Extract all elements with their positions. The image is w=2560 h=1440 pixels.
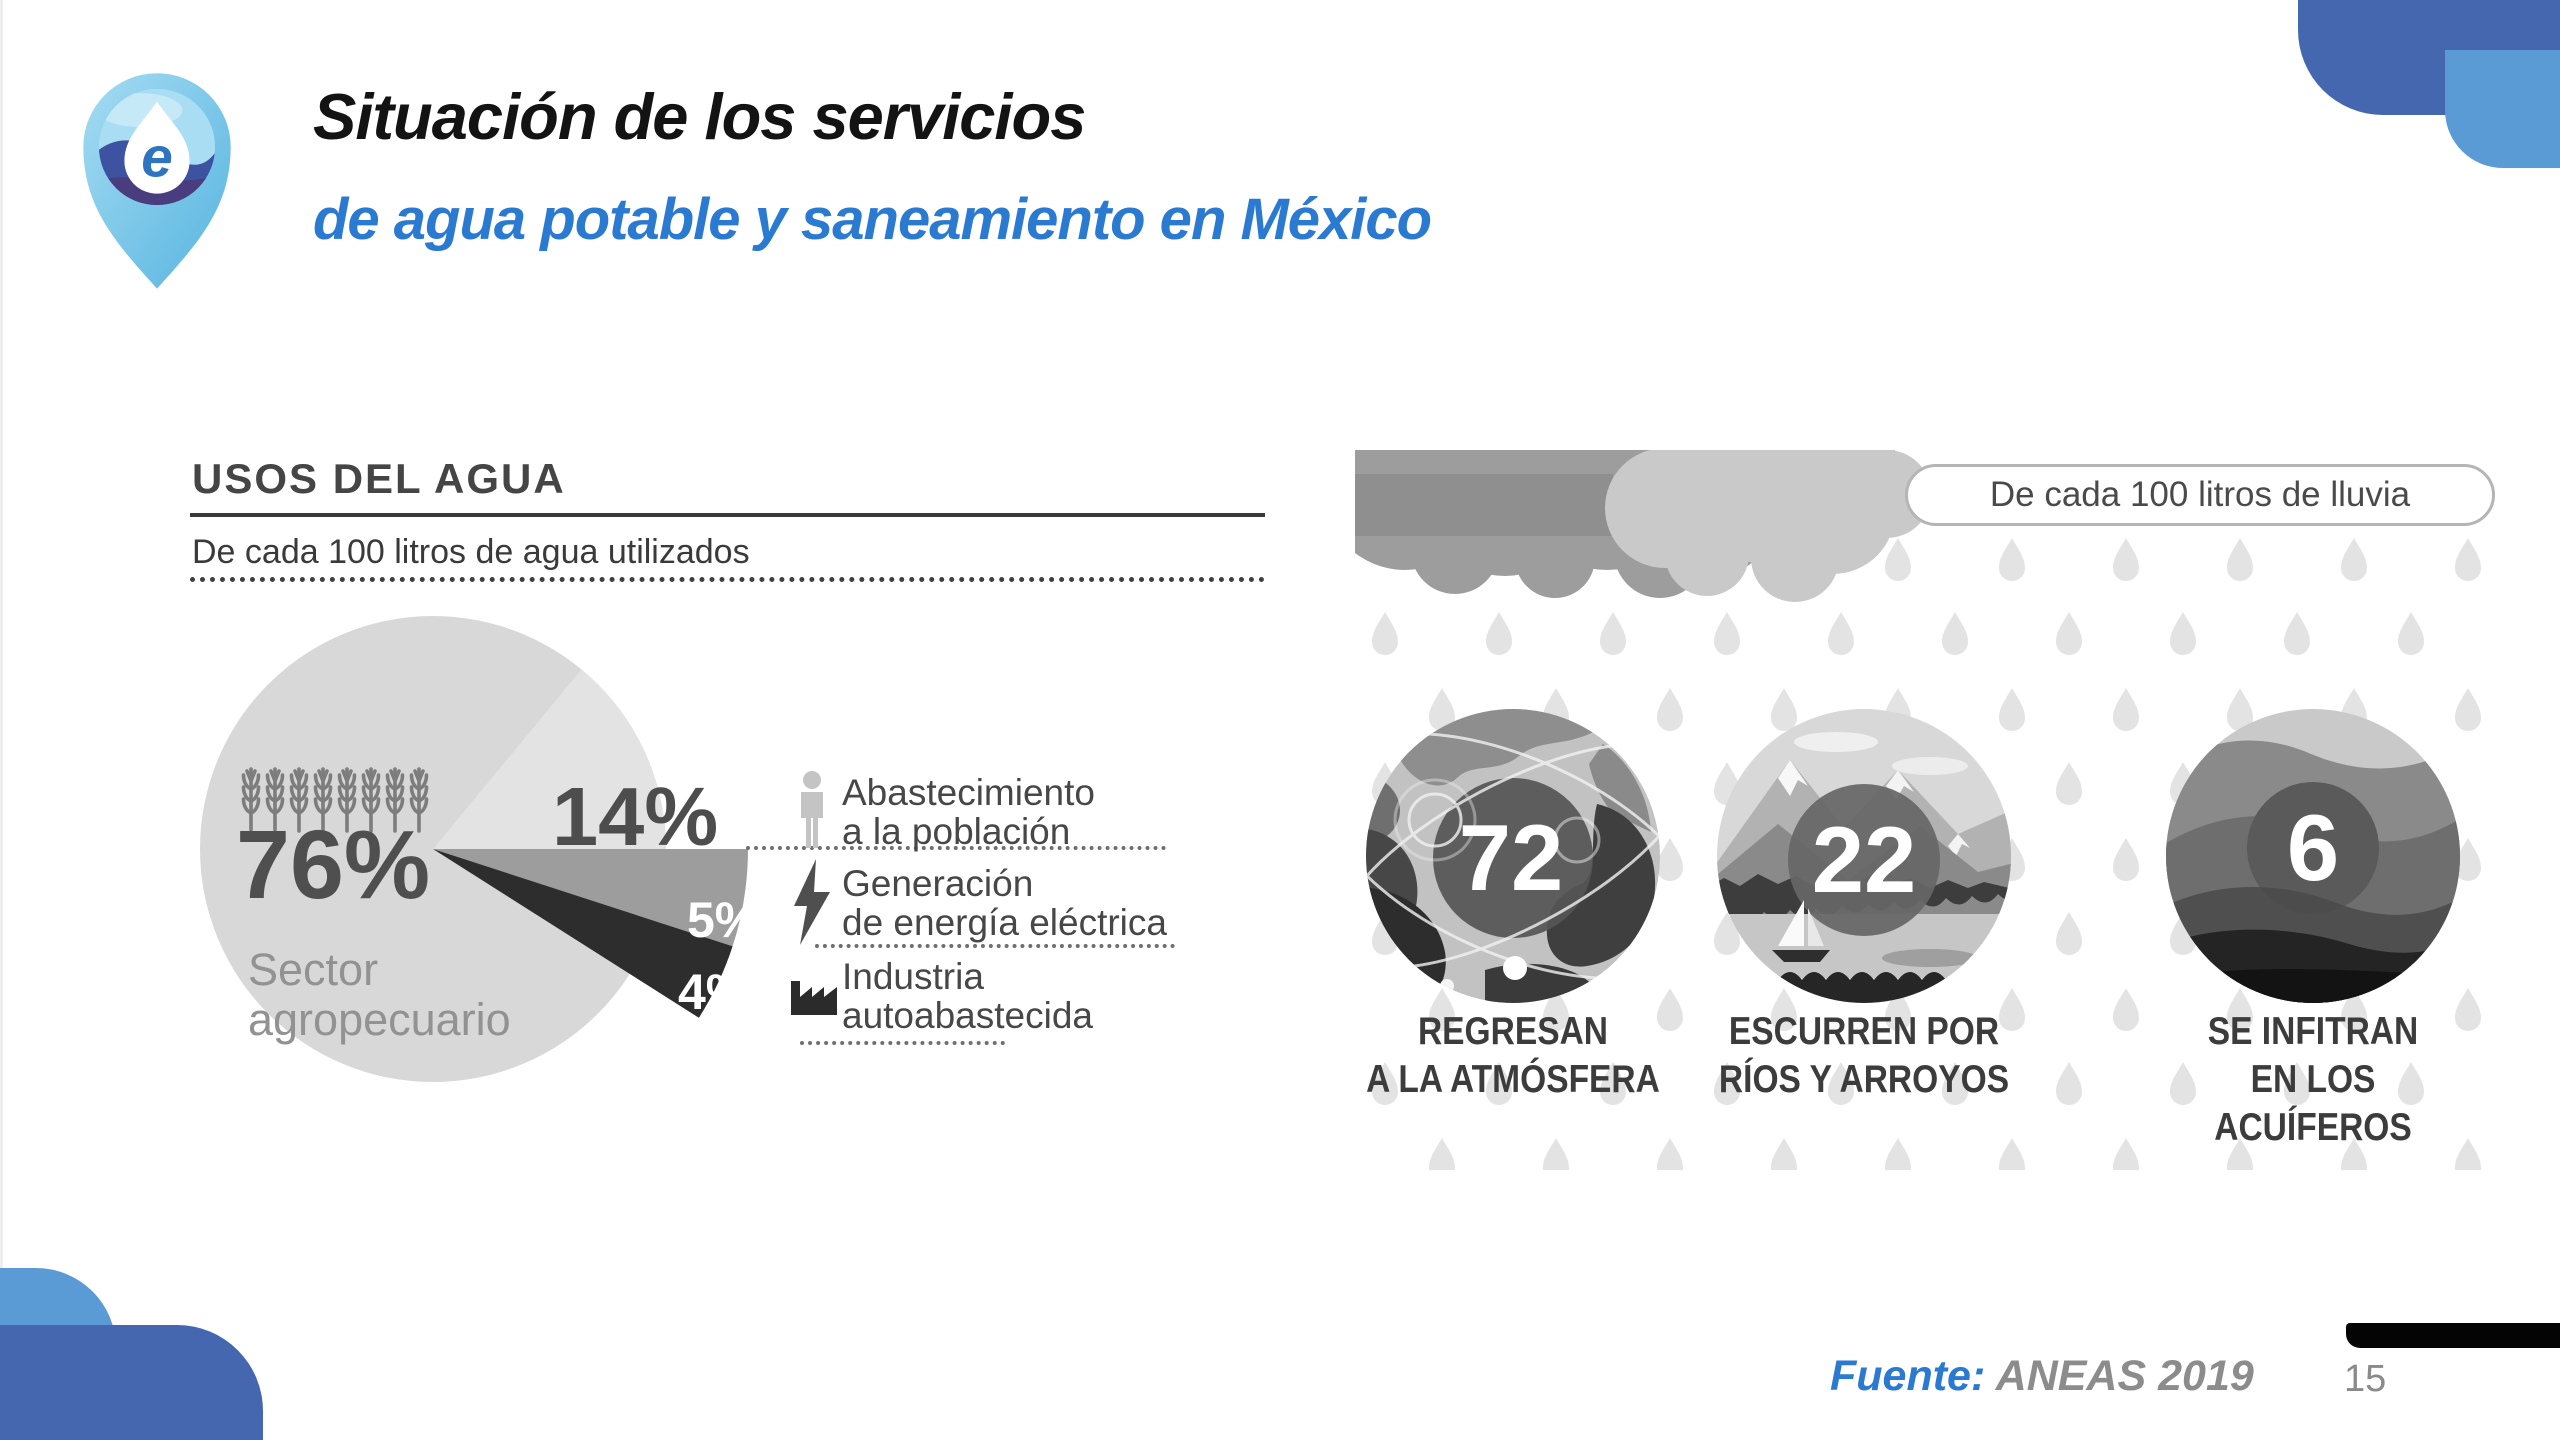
page-number: 15 <box>2344 1358 2387 1400</box>
decor-bottom-left-dark-shape <box>0 1325 263 1440</box>
pie-chart <box>200 616 748 1082</box>
water-drop-pin-logo-icon: e <box>83 73 231 289</box>
logo-letter: e <box>141 127 173 190</box>
pie-label-agro-line2: agropecuario <box>248 994 511 1045</box>
source-citation: Fuente: ANEAS 2019 <box>1830 1352 2254 1401</box>
legend-population-line2: a la población <box>842 811 1071 852</box>
factory-icon <box>791 981 837 1015</box>
pie-label-agro-line1: Sector <box>248 944 379 995</box>
rain-infographic: De cada 100 litros de lluvia 72 <box>1355 450 2505 1250</box>
rain-banner: De cada 100 litros de lluvia <box>1905 464 2495 526</box>
rain-value-aquifers: 6 <box>2287 795 2339 900</box>
source-value: ANEAS 2019 <box>1995 1352 2254 1400</box>
rain-caption-rivers-line1: ESCURREN POR <box>1728 1010 2000 1053</box>
footer-accent-bar <box>2346 1323 2560 1348</box>
legend-energy-line1: Generación <box>842 863 1034 904</box>
legend-item-population: Abastecimiento a la población <box>842 773 1095 851</box>
pie-slice-population <box>433 669 666 849</box>
cloud-label-box <box>1355 474 1613 536</box>
rain-caption-atmosphere-line2: A LA ATMÓSFERA <box>1366 1058 1660 1101</box>
pie-value-industry: 4% <box>678 964 751 1020</box>
globe-figure: 72 <box>1366 709 1660 1003</box>
rain-value-atmosphere: 72 <box>1459 805 1564 910</box>
uses-heading-rule <box>190 513 1265 517</box>
uses-subheading: De cada 100 litros de agua utilizados <box>192 533 750 571</box>
pie-label-agro: Sector agropecuario <box>248 945 511 1045</box>
light-cloud-icon <box>1605 450 1931 602</box>
rain-caption-atmosphere: REGRESAN A LA ATMÓSFERA <box>1355 1008 1703 1104</box>
rain-banner-text: De cada 100 litros de lluvia <box>1989 475 2411 514</box>
uses-dotted-rule <box>190 577 1265 582</box>
rain-caption-rivers-line2: RÍOS Y ARROYOS <box>1718 1058 2010 1101</box>
dotted-leader-energy <box>815 944 1175 948</box>
lightning-icon <box>794 859 830 945</box>
dotted-leader-population <box>746 846 1166 850</box>
decor-top-right-light-shape <box>2445 50 2560 168</box>
legend-industry-line1: Industria <box>842 956 984 997</box>
aquifer-layers-figure: 6 <box>2166 709 2460 1003</box>
rain-caption-aquifers-line2: EN LOS ACUÍFEROS <box>2214 1058 2412 1149</box>
slide-left-edge <box>0 0 3 1440</box>
page-subtitle: de agua potable y saneamiento en México <box>313 187 1432 252</box>
dotted-leader-industry <box>800 1041 1005 1045</box>
rain-value-rivers: 22 <box>1812 807 1917 912</box>
pie-value-population: 14% <box>552 770 719 863</box>
source-label: Fuente: <box>1830 1352 1986 1400</box>
water-uses-infographic: USOS DEL AGUA De cada 100 litros de agua… <box>190 455 1270 1145</box>
pie-value-energy: 5% <box>687 892 760 948</box>
rain-caption-atmosphere-line1: REGRESAN <box>1417 1010 1609 1053</box>
legend-item-industry: Industria autoabastecida <box>842 957 1093 1035</box>
rain-caption-aquifers: SE INFITRAN EN LOS ACUÍFEROS <box>2123 1008 2503 1152</box>
person-icon <box>801 771 823 848</box>
page-title: Situación de los servicios <box>313 80 1086 153</box>
mountains-lake-figure: 22 <box>1717 709 2011 1003</box>
legend-industry-line2: autoabastecida <box>842 995 1093 1036</box>
pie-slice-energy <box>433 849 748 947</box>
rain-caption-rivers: ESCURREN POR RÍOS Y ARROYOS <box>1674 1008 2054 1104</box>
legend-population-line1: Abastecimiento <box>842 772 1095 813</box>
rain-caption-aquifers-line1: SE INFITRAN <box>2207 1010 2419 1053</box>
legend-item-energy: Generación de energía eléctrica <box>842 864 1167 942</box>
pie-value-agro: 76% <box>236 810 431 919</box>
legend-energy-line2: de energía eléctrica <box>842 902 1167 943</box>
uses-heading: USOS DEL AGUA <box>192 455 566 502</box>
pie-slice-industry <box>433 849 733 1018</box>
